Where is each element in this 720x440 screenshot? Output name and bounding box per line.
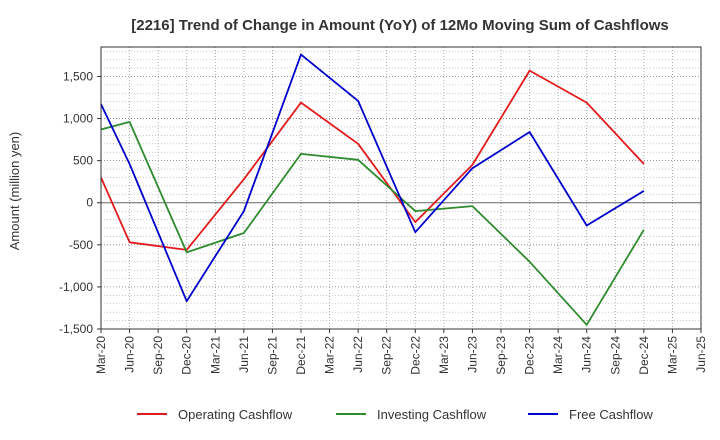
x-tick-label: Sep-23 [494, 336, 508, 375]
data-point [243, 232, 245, 234]
x-tick-label: Sep-21 [265, 336, 279, 375]
series-line-operating-cashflow [100, 69, 645, 251]
data-point [243, 210, 245, 212]
data-point [643, 190, 645, 192]
data-point [528, 260, 530, 262]
y-tick-label: 1,500 [63, 69, 93, 83]
data-point [528, 131, 530, 133]
y-axis-ticks: -1,500 -1,000 -500 0 500 1,000 1,500 [59, 69, 101, 336]
data-point [300, 153, 302, 155]
data-point [471, 164, 473, 166]
x-tick-label: Mar-22 [323, 336, 337, 374]
x-tick-label: Mar-21 [208, 336, 222, 374]
x-tick-label: Sep-20 [151, 336, 165, 375]
data-point [357, 159, 359, 161]
y-tick-label: -1,000 [59, 280, 93, 294]
data-point [414, 221, 416, 223]
x-axis-ticks: Mar-20 Jun-20 Sep-20 Dec-20 Mar-21 Jun-21 Sep-… [94, 329, 708, 375]
data-point [586, 101, 588, 103]
x-tick-label: Dec-21 [294, 336, 308, 375]
x-tick-label: Mar-20 [94, 336, 108, 374]
x-tick-label: Jun-20 [123, 336, 137, 373]
data-point [243, 178, 245, 180]
data-point [300, 53, 302, 55]
x-tick-label: Mar-24 [551, 336, 565, 374]
x-tick-label: Sep-24 [608, 336, 622, 375]
data-point [414, 231, 416, 233]
data-point [357, 143, 359, 145]
y-tick-label: -1,500 [59, 322, 93, 336]
x-tick-label: Jun-24 [580, 336, 594, 373]
grid [101, 47, 701, 330]
data-point [471, 205, 473, 207]
data-point [643, 228, 645, 230]
legend-label: Operating Cashflow [178, 407, 293, 422]
data-point [414, 210, 416, 212]
data-point [586, 324, 588, 326]
x-tick-label: Dec-20 [180, 336, 194, 375]
plot-frame [100, 46, 702, 330]
y-tick-label: -500 [69, 238, 93, 252]
x-tick-label: Mar-23 [437, 336, 451, 374]
data-point [186, 251, 188, 253]
legend: Operating Cashflow Investing Cashflow Free… [137, 407, 653, 422]
data-point [471, 167, 473, 169]
data-point [128, 241, 130, 243]
y-axis-label: Amount (million yen) [7, 132, 22, 251]
x-tick-label: Jun-22 [351, 336, 365, 373]
y-tick-label: 500 [73, 154, 93, 168]
series-line-free-cashflow [100, 53, 645, 303]
data-point [186, 300, 188, 302]
data-point [128, 121, 130, 123]
legend-label: Investing Cashflow [377, 407, 487, 422]
x-tick-label: Jun-21 [237, 336, 251, 373]
x-tick-label: Mar-25 [665, 336, 679, 374]
series-layer [100, 53, 645, 326]
x-tick-label: Dec-23 [523, 336, 537, 375]
x-tick-label: Jun-23 [465, 336, 479, 373]
legend-label: Free Cashflow [569, 407, 653, 422]
x-tick-label: Dec-22 [408, 336, 422, 375]
data-point [586, 224, 588, 226]
y-tick-label: 1,000 [63, 112, 93, 126]
x-tick-label: Dec-24 [637, 336, 651, 375]
chart-title: [2216] Trend of Change in Amount (YoY) o… [131, 17, 669, 34]
data-point [528, 69, 530, 71]
data-point [357, 100, 359, 102]
x-tick-label: Jun-25 [694, 336, 708, 373]
data-point [128, 163, 130, 165]
y-tick-label: 0 [86, 196, 93, 210]
data-point [300, 101, 302, 103]
series-line-investing-cashflow [100, 121, 645, 326]
data-point [643, 163, 645, 165]
x-tick-label: Sep-22 [380, 336, 394, 375]
